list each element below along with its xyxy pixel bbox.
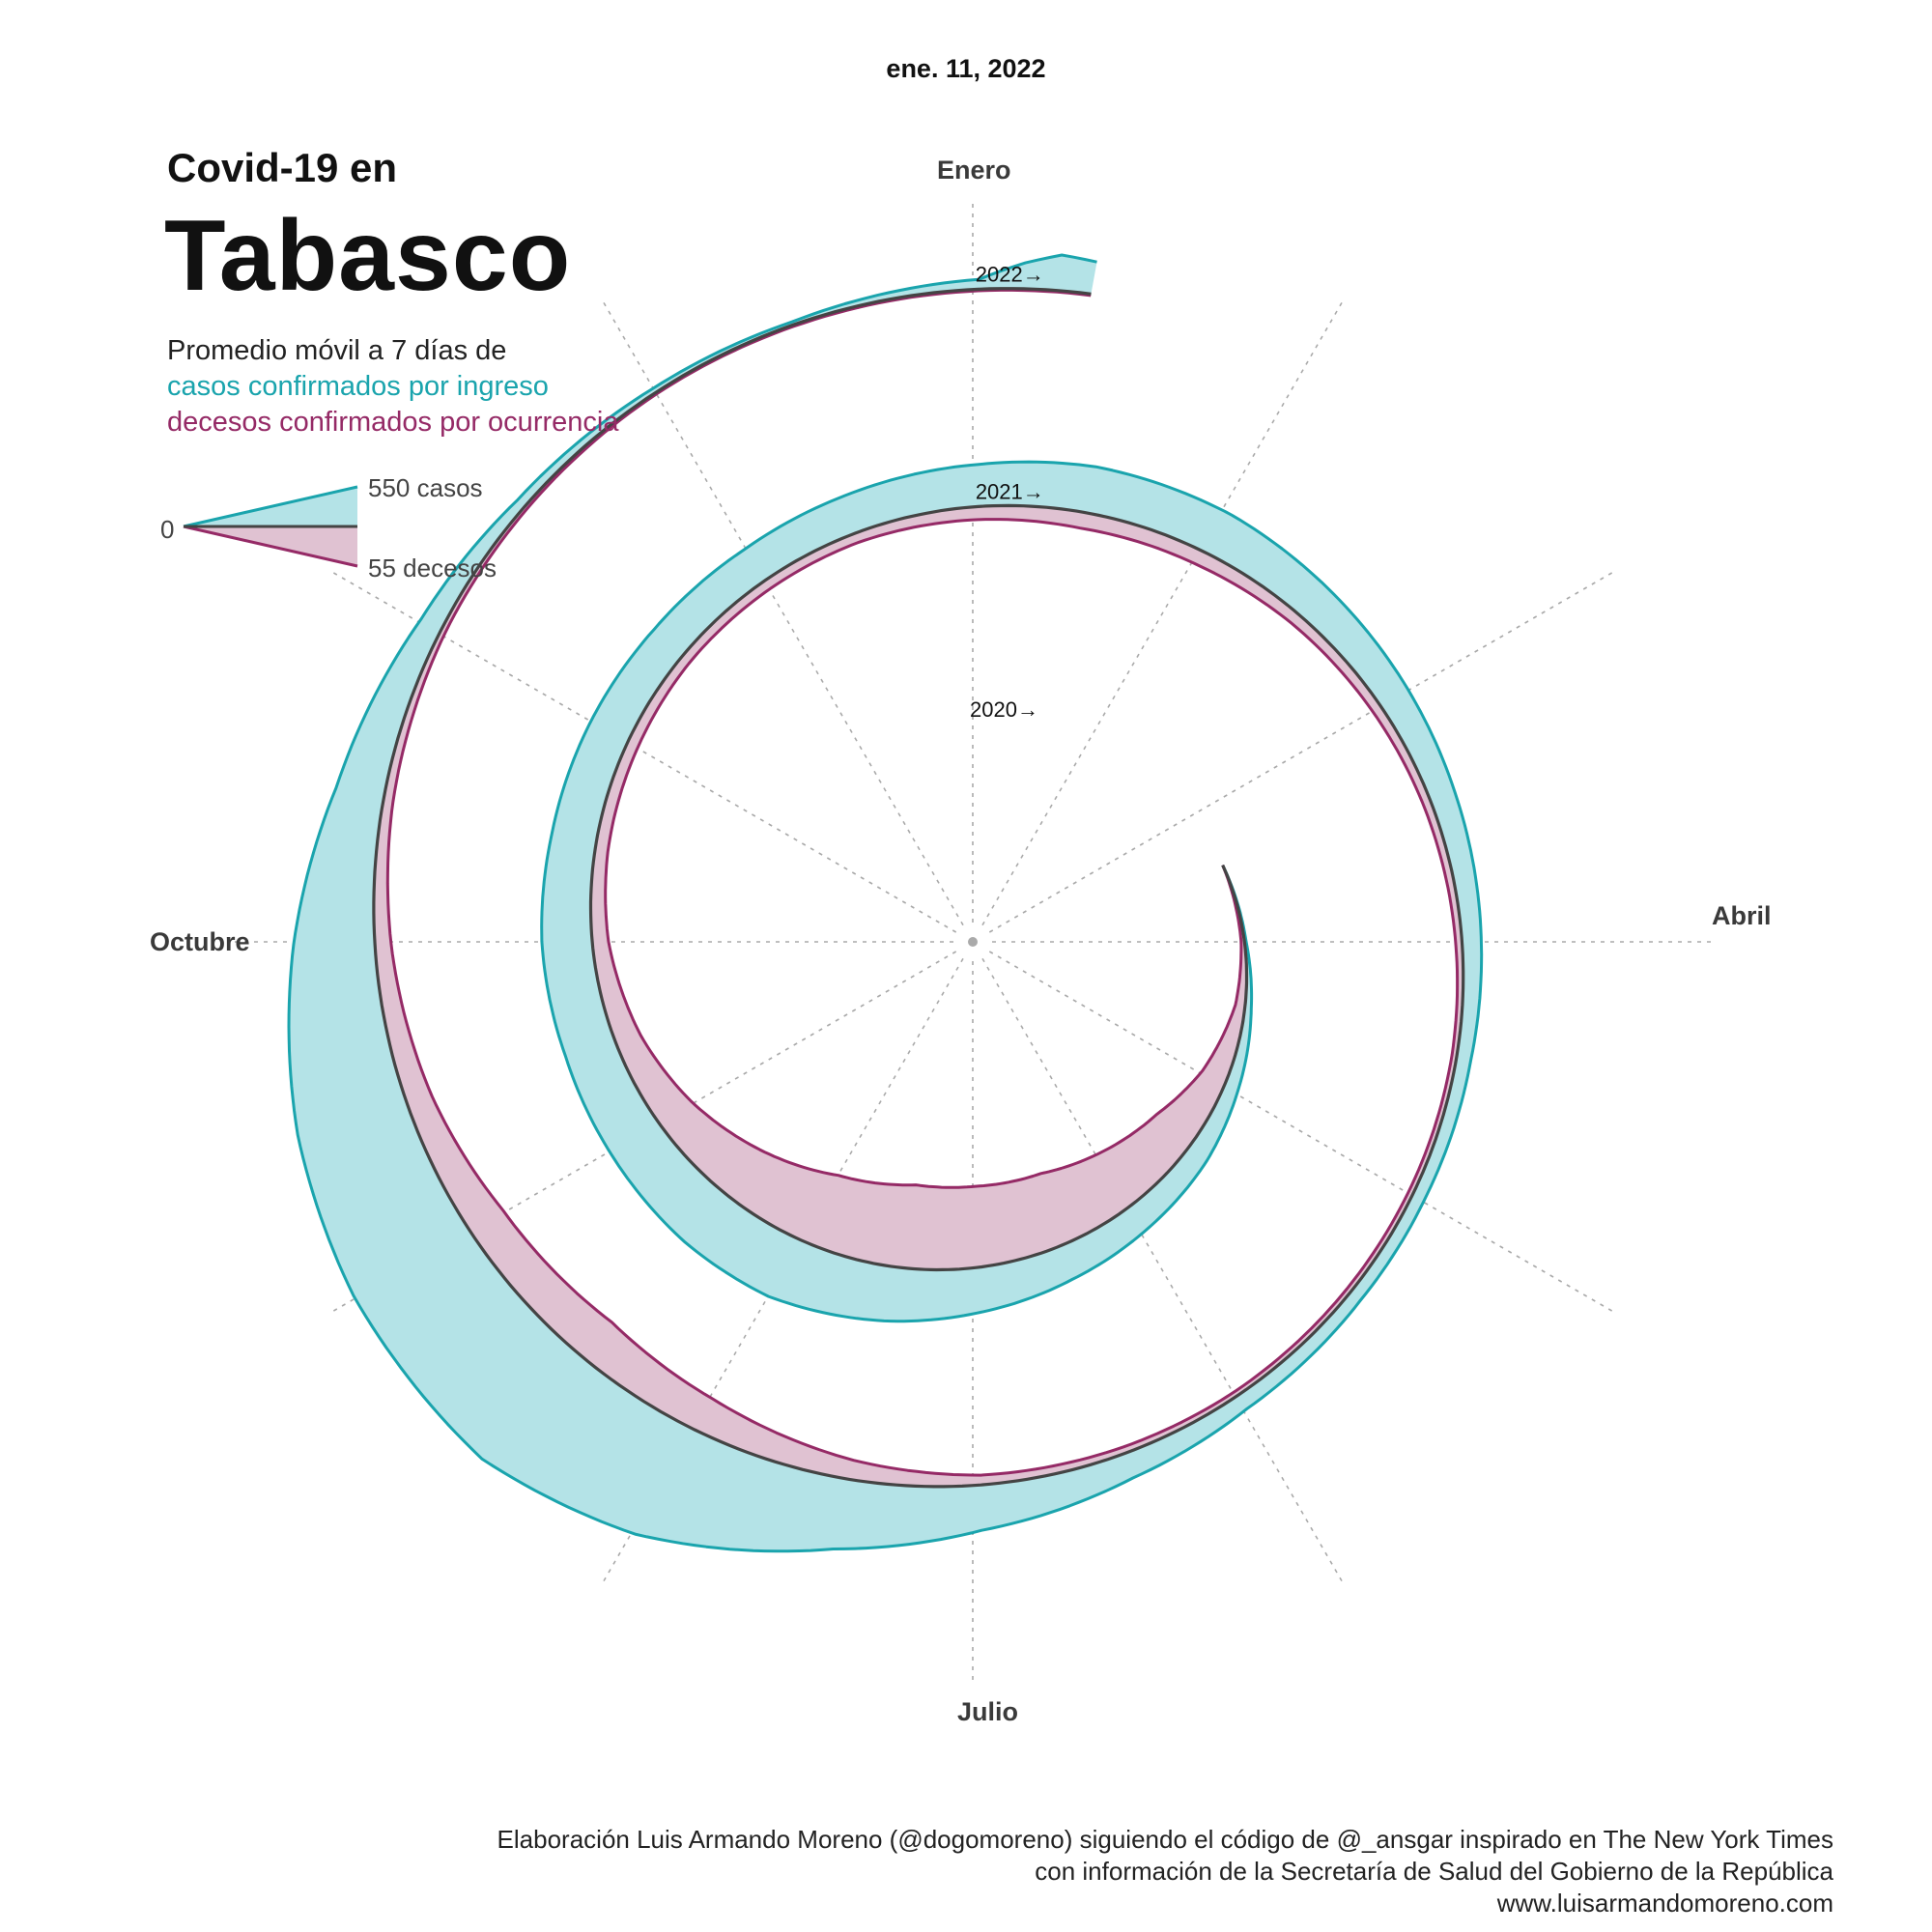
year-label-2020: 2020→: [970, 697, 1038, 722]
credits-url: www.luisarmandomoreno.com: [1496, 1889, 1833, 1918]
spiral-baseline: [372, 287, 1465, 1489]
legend-deaths-line: [183, 525, 358, 568]
legend-zero: 0: [160, 515, 175, 544]
credits-line: Elaboración Luis Armando Moreno (@dogomo…: [497, 1825, 1833, 1854]
legend-cases: 550 casos: [368, 473, 483, 502]
legend-glyph: [183, 485, 358, 568]
center-dot: [968, 937, 978, 947]
month-label-july: Julio: [957, 1697, 1019, 1726]
cases-area: [289, 255, 1482, 1551]
chart-title-large: Tabasco: [164, 200, 572, 312]
month-label-october: Octubre: [150, 927, 250, 956]
legend-cases-line: [183, 485, 358, 528]
credits-footer: Elaboración Luis Armando Moreno (@dogomo…: [497, 1824, 1833, 1919]
year-labels: 2020→ 2021→ 2022→: [970, 262, 1044, 722]
year-label-2022: 2022→: [976, 262, 1044, 286]
subtitle-deaths: decesos confirmados por ocurrencia: [167, 407, 619, 438]
data-areas: [287, 253, 1484, 1553]
year-label-2021: 2021→: [976, 479, 1044, 503]
subtitle-line: Promedio móvil a 7 días de: [167, 335, 507, 366]
deaths-line: [385, 288, 1460, 1477]
date-label: ene. 11, 2022: [886, 54, 1046, 83]
chart-title-small: Covid-19 en: [167, 145, 398, 190]
month-label-january: Enero: [937, 156, 1011, 185]
month-label-april: Abril: [1712, 901, 1772, 930]
cases-line: [287, 253, 1484, 1553]
chart-subtitle: Promedio móvil a 7 días de casos confirm…: [167, 333, 618, 440]
credits-line: con información de la Secretaría de Salu…: [1035, 1857, 1833, 1886]
subtitle-cases: casos confirmados por ingreso: [167, 371, 549, 402]
legend-deaths: 55 decesos: [368, 554, 497, 582]
month-gridlines: [229, 198, 1717, 1686]
